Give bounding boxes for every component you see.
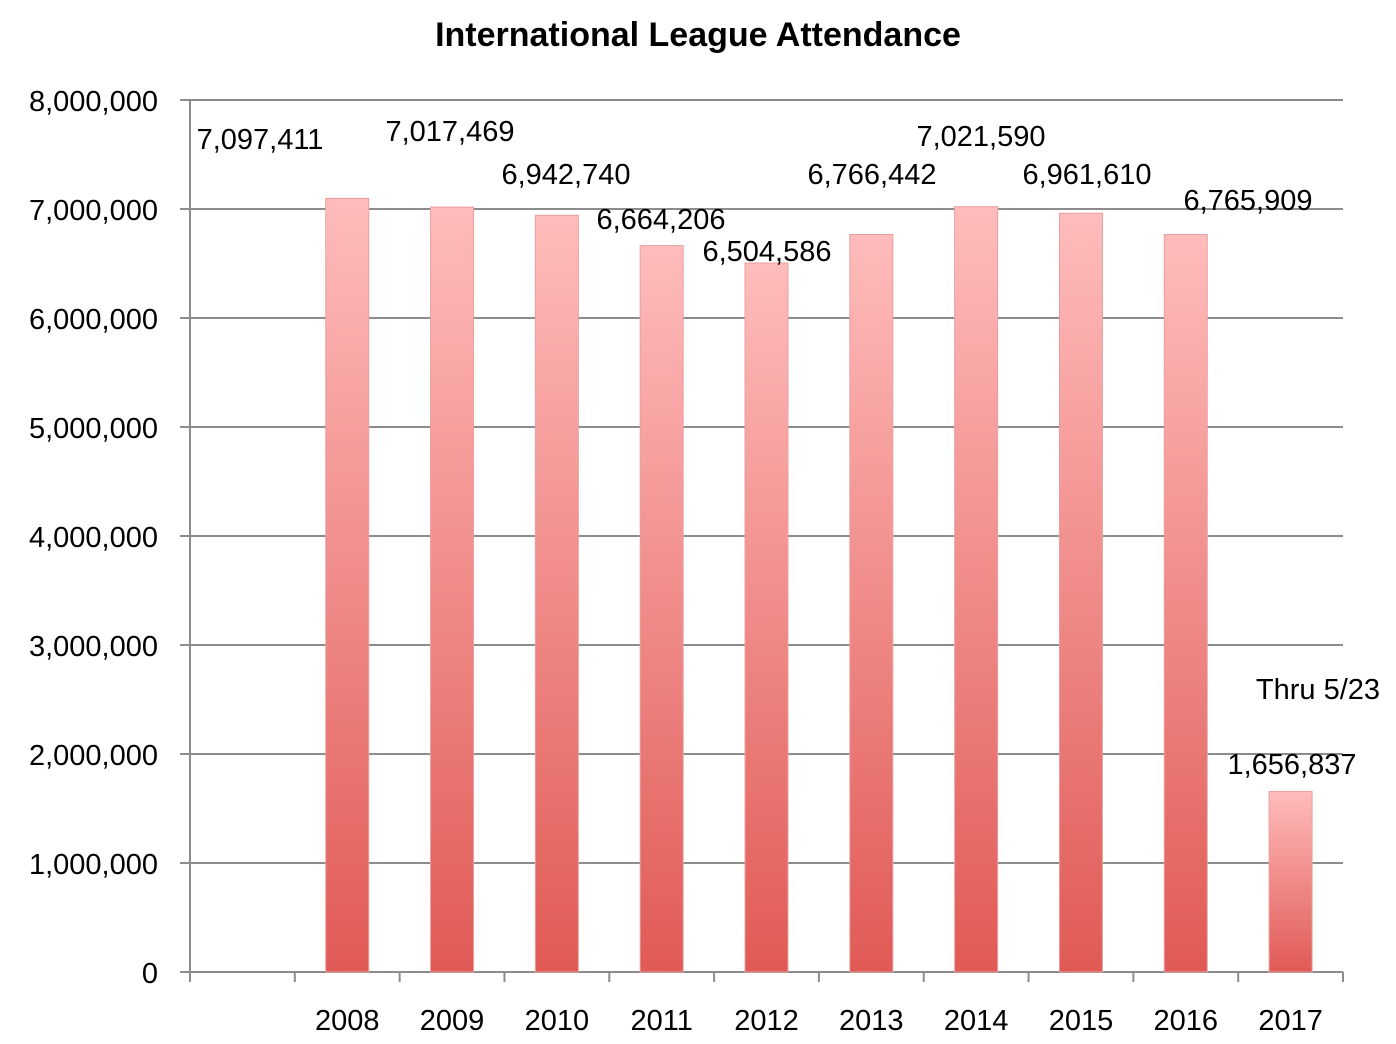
annotation-note: Thru 5/23 [1256,674,1380,706]
y-tick-label: 0 [142,958,158,990]
y-tick-label: 3,000,000 [29,631,158,663]
x-tick-label: 2015 [1049,1005,1114,1037]
y-tick-label: 1,000,000 [29,849,158,881]
data-label: 7,097,411 [197,124,324,156]
x-tick-label: 2008 [315,1005,380,1037]
data-label: 7,017,469 [385,116,514,148]
x-tick-label: 2011 [630,1005,692,1037]
bar-2015 [1058,212,1103,973]
data-label: 6,504,586 [702,236,831,268]
y-tick-label: 8,000,000 [29,86,158,118]
bar-2016 [1163,234,1208,973]
y-tick-label: 4,000,000 [29,522,158,554]
data-label: 6,942,740 [501,159,630,191]
y-tick-label: 5,000,000 [29,413,158,445]
data-label: 1,656,837 [1227,749,1356,781]
bar-2010 [534,214,579,973]
y-tick-label: 7,000,000 [29,195,158,227]
y-tick-label: 2,000,000 [29,740,158,772]
bar-2011 [639,245,684,973]
x-tick-label: 2014 [944,1005,1009,1037]
y-tick-label: 6,000,000 [29,304,158,336]
x-tick-label: 2009 [420,1005,485,1037]
data-label: 6,664,206 [596,204,725,236]
chart-title: International League Attendance [435,16,961,54]
x-tick-label: 2017 [1258,1005,1323,1037]
data-label: 6,766,442 [807,159,936,191]
x-tick-label: 2010 [525,1005,590,1037]
data-label: 7,021,590 [916,121,1045,153]
bar-2008 [325,197,370,973]
x-tick-label: 2012 [734,1005,799,1037]
bar-2014 [954,206,999,973]
bar-2013 [849,233,894,973]
bar-2017 [1268,790,1313,973]
data-label: 6,961,610 [1022,159,1151,191]
x-tick-label: 2013 [839,1005,904,1037]
bar-2009 [430,206,475,973]
data-label: 6,765,909 [1183,185,1312,217]
x-tick-label: 2016 [1154,1005,1219,1037]
bar-2012 [744,262,789,973]
